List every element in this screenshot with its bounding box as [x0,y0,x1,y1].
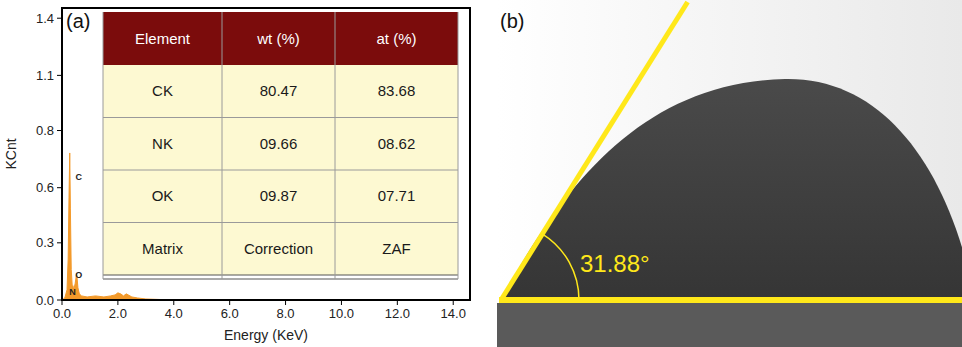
x-axis-title: Energy (KeV) [224,327,308,343]
table-cell: Matrix [142,240,183,257]
plot-background [62,8,470,300]
table-cell: ZAF [382,240,410,257]
table-rule [222,12,223,279]
x-tick-label: 14.0 [441,306,466,321]
table-header: wt (%) [256,30,300,47]
y-tick-label: 1.1 [36,68,54,83]
table-cell: 07.71 [378,187,416,204]
panel-label: (b) [500,10,524,32]
contact-angle-panel: 31.88° [497,0,962,347]
y-tick-label: 0.0 [36,293,54,308]
x-tick-label: 12.0 [385,306,410,321]
x-tick [173,300,174,305]
table-cell: Correction [244,240,313,257]
angle-arc [542,234,579,300]
x-tick-label: 0.0 [53,306,71,321]
y-tick-label: 1.4 [36,11,54,26]
substrate [497,303,962,347]
figure: Element wt (%) at (%) CK 80.47 83.68 NK 09.66 08… [0,0,962,347]
table-rule [103,275,458,276]
table: Element wt (%) at (%) CK 80.47 83.68 NK 09.66 08… [103,12,458,279]
x-tick [285,300,286,305]
x-tick [341,300,342,305]
table-body-bg [103,65,458,275]
y-tick [57,242,62,243]
y-tick [57,187,62,188]
table-cell: 09.66 [260,135,298,152]
y-tick [57,300,62,301]
table-cell: NK [152,135,173,152]
table-rule [103,117,458,118]
peak-label: C [76,172,83,182]
table-header-bg [103,12,458,65]
angle-label: 31.88° [580,250,650,277]
x-tick-label: 6.0 [221,306,239,321]
table-rule [103,12,104,279]
x-tick-label: 10.0 [329,306,354,321]
table-cell: OK [152,187,174,204]
table-rule [103,222,458,223]
peak-label: O [75,270,82,280]
table-rule [458,12,459,279]
tangent-line [501,2,688,300]
x-tick [397,300,398,305]
x-tick-label: 4.0 [165,306,183,321]
table-cell: 83.68 [378,82,416,99]
table-header: at (%) [376,30,416,47]
table-rule [103,279,458,280]
x-tick-label: 8.0 [277,306,295,321]
x-tick [229,300,230,305]
panel-label: (a) [66,10,90,32]
y-tick-label: 0.3 [36,235,54,250]
x-tick-label: 2.0 [109,306,127,321]
table-cell: 08.62 [378,135,416,152]
x-tick [62,300,63,305]
x-tick [453,300,454,305]
plot-frame [62,8,470,300]
y-axis-title: KCnt [3,138,19,169]
baseline [499,297,962,303]
y-tick [57,130,62,131]
table-rule [103,170,458,171]
table-rule [335,12,336,279]
y-tick-label: 0.6 [36,180,54,195]
x-tick [117,300,118,305]
table-header: Element [135,30,191,47]
table-cell: CK [152,82,173,99]
peak-label: N [69,287,76,297]
y-tick-label: 0.8 [36,123,54,138]
y-tick [57,75,62,76]
y-tick [57,18,62,19]
table-cell: 09.87 [260,187,298,204]
table-cell: 80.47 [260,82,298,99]
